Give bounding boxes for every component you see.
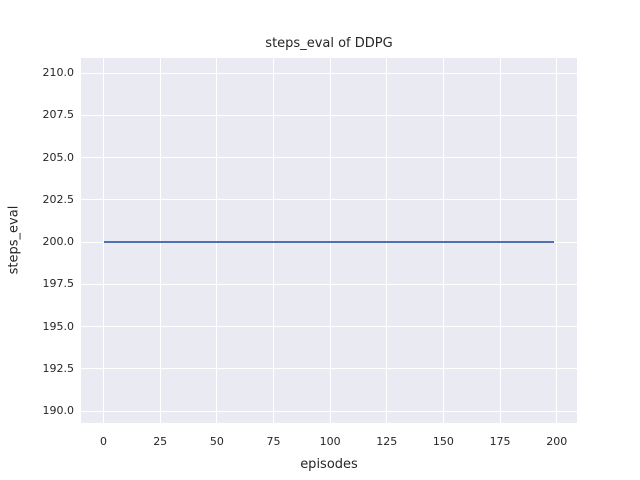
y-tick-label: 195.0: [42, 319, 75, 333]
x-gridline: [442, 58, 444, 423]
x-tick-label: 75: [266, 435, 281, 448]
x-gridline: [329, 58, 331, 423]
y-gridline: [81, 114, 577, 116]
y-gridline: [81, 326, 577, 328]
x-gridline: [159, 58, 161, 423]
y-gridline: [81, 410, 577, 412]
y-gridline: [81, 283, 577, 285]
x-tick-label: 100: [319, 435, 341, 448]
y-tick-label: 205.0: [42, 150, 75, 164]
plot-area: [81, 58, 577, 423]
x-tick-label: 200: [546, 435, 568, 448]
x-tick-label: 25: [153, 435, 168, 448]
x-gridline: [216, 58, 218, 423]
x-gridline: [386, 58, 388, 423]
y-gridline: [81, 72, 577, 74]
x-tick-label: 50: [209, 435, 224, 448]
y-tick-label: 210.0: [42, 66, 75, 80]
x-tick-label: 175: [489, 435, 511, 448]
series-line: [103, 241, 555, 244]
x-gridline: [556, 58, 558, 423]
y-tick-label: 202.5: [42, 192, 75, 206]
y-gridline: [81, 157, 577, 159]
y-tick-label: 197.5: [42, 277, 75, 291]
x-axis-label: episodes: [300, 457, 358, 472]
chart-title: steps_eval of DDPG: [265, 36, 393, 51]
y-gridline: [81, 199, 577, 201]
x-tick-label: 125: [376, 435, 398, 448]
x-gridline: [272, 58, 274, 423]
x-tick-label: 150: [432, 435, 454, 448]
y-tick-label: 200.0: [42, 235, 75, 249]
x-tick-label: 0: [100, 435, 108, 448]
y-tick-label: 190.0: [42, 404, 75, 418]
y-tick-label: 207.5: [42, 108, 75, 122]
y-tick-label: 192.5: [42, 361, 75, 375]
x-gridline: [499, 58, 501, 423]
x-gridline: [103, 58, 105, 423]
y-gridline: [81, 368, 577, 370]
